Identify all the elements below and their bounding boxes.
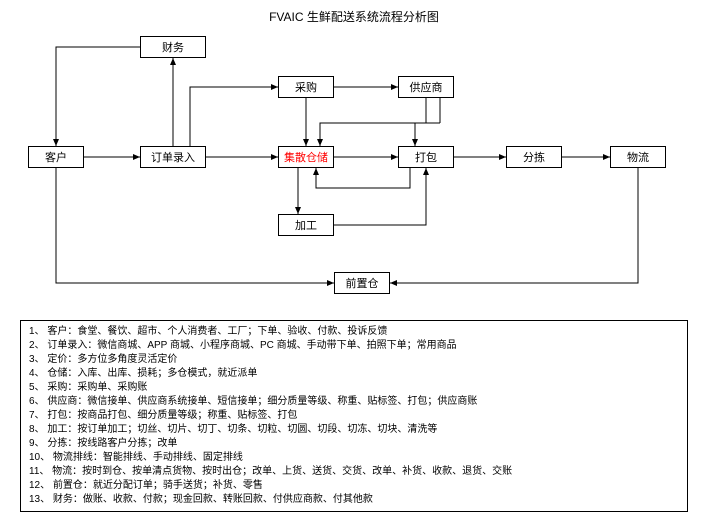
note-line-10: 10、 物流排线：智能排线、手动排线、固定排线 (29, 451, 679, 465)
flowchart-canvas: 财务采购 供应商客户 订单录入 集散仓储 打包 分拣 物流加工前置仓 (20, 28, 688, 308)
node-storage: 集散仓储 (278, 146, 334, 168)
note-line-1: 1、 客户：食堂、餐饮、超市、个人消费者、工厂；下单、验收、付款、投诉反馈 (29, 325, 679, 339)
note-line-8: 8、 加工：按订单加工；切丝、切片、切丁、切条、切粒、切圆、切段、切冻、切块、清… (29, 423, 679, 437)
node-finance: 财务 (140, 36, 206, 58)
node-pack: 打包 (398, 146, 454, 168)
flowchart-edges (20, 28, 688, 308)
node-frontwh: 前置仓 (334, 272, 390, 294)
node-supplier: 供应商 (398, 76, 454, 98)
node-sort: 分拣 (506, 146, 562, 168)
note-line-11: 11、 物流：按时到仓、按单清点货物、按时出仓；改单、上货、送货、交货、改单、补… (29, 465, 679, 479)
note-line-12: 12、 前置仓：就近分配订单；骑手送货；补货、零售 (29, 479, 679, 493)
note-line-7: 7、 打包：按商品打包、细分质量等级；称重、贴标签、打包 (29, 409, 679, 423)
edge-process-pack (334, 168, 426, 225)
node-customer: 客户 (28, 146, 84, 168)
node-process: 加工 (278, 214, 334, 236)
note-line-13: 13、 财务：做账、收款、付款；现金回款、转账回款、付供应商款、付其他款 (29, 493, 679, 507)
node-purchase: 采购 (278, 76, 334, 98)
edge-supplier-storage (320, 98, 426, 146)
note-line-4: 4、 仓储：入库、出库、损耗；多仓模式，就近派单 (29, 367, 679, 381)
edge-finance-customer (56, 47, 140, 146)
edge-supplier_branch-pack (415, 123, 440, 146)
node-orderin: 订单录入 (140, 146, 206, 168)
notes-box: 1、 客户：食堂、餐饮、超市、个人消费者、工厂；下单、验收、付款、投诉反馈2、 … (20, 320, 688, 512)
note-line-9: 9、 分拣：按线路客户分拣；改单 (29, 437, 679, 451)
note-line-3: 3、 定价：多方位多角度灵活定价 (29, 353, 679, 367)
node-logistics: 物流 (610, 146, 666, 168)
edge-pack-storage_back (316, 168, 410, 188)
note-line-2: 2、 订单录入：微信商城、APP 商城、小程序商城、PC 商城、手动带下单、拍照… (29, 339, 679, 353)
edge-orderin-purchase (190, 87, 278, 146)
page-title: FVAIC 生鲜配送系统流程分析图 (0, 8, 708, 25)
note-line-5: 5、 采购：采购单、采购账 (29, 381, 679, 395)
note-line-6: 6、 供应商：微信接单、供应商系统接单、短信接单；细分质量等级、称重、贴标签、打… (29, 395, 679, 409)
edge-logistics-frontwh (390, 168, 638, 283)
